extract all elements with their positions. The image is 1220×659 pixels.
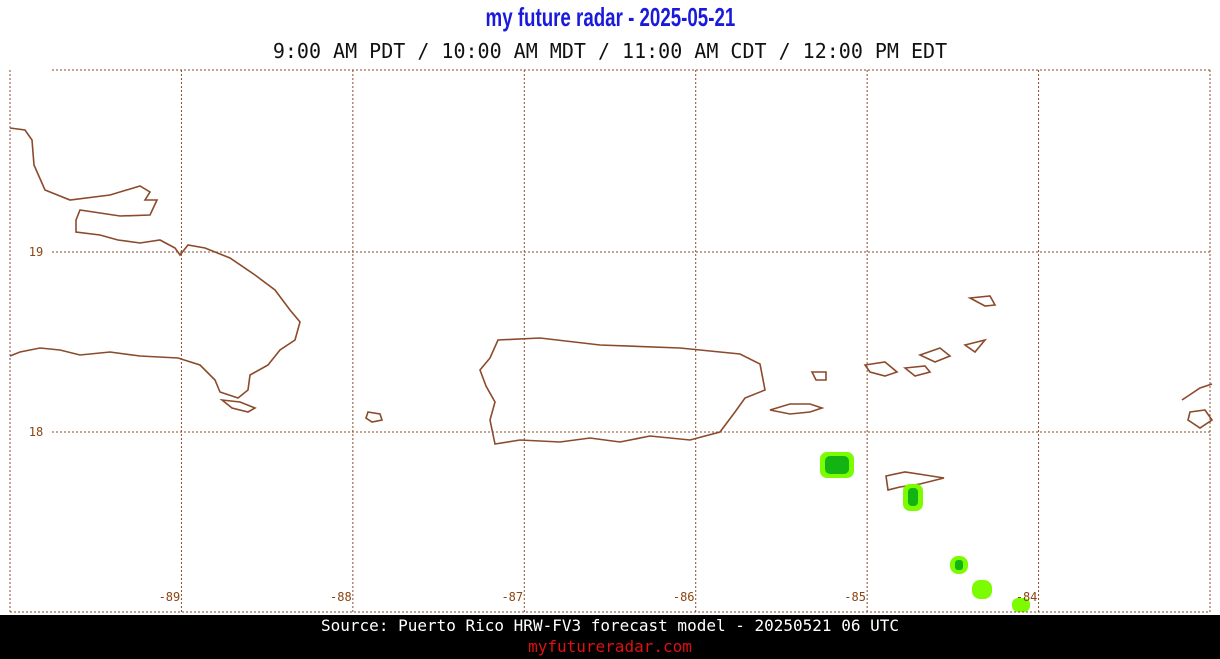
radar-echo bbox=[1012, 598, 1030, 612]
radar-echo bbox=[908, 488, 918, 506]
title-text: my future radar - 2025-05-21 bbox=[485, 2, 735, 32]
virgin-islands bbox=[863, 295, 997, 377]
saona bbox=[219, 398, 257, 413]
site-link[interactable]: myfutureradar.com bbox=[528, 637, 692, 656]
radar-echoes bbox=[820, 452, 1030, 612]
lon-label: -85 bbox=[844, 590, 866, 604]
culebra-vieques bbox=[769, 371, 827, 415]
lon-label: -89 bbox=[159, 590, 181, 604]
lon-label: -87 bbox=[501, 590, 523, 604]
lon-label: -84 bbox=[1016, 590, 1038, 604]
anguilla-area bbox=[1181, 383, 1214, 429]
map-frame bbox=[9, 69, 1211, 613]
title: my future radar - 2025-05-21 bbox=[0, 2, 1220, 33]
footer: Source: Puerto Rico HRW-FV3 forecast mod… bbox=[0, 615, 1220, 659]
radar-echo bbox=[825, 456, 849, 474]
lon-label: -86 bbox=[673, 590, 695, 604]
puerto-rico bbox=[479, 337, 766, 445]
st-croix bbox=[885, 471, 945, 491]
lat-label: 19 bbox=[29, 245, 43, 259]
lon-label: -88 bbox=[330, 590, 352, 604]
mona bbox=[365, 411, 384, 423]
subtitle: 9:00 AM PDT / 10:00 AM MDT / 11:00 AM CD… bbox=[272, 39, 948, 63]
lat-label: 18 bbox=[29, 425, 43, 439]
radar-echo bbox=[955, 560, 963, 570]
coastlines bbox=[9, 127, 1214, 491]
map: -89 -88 -87 -86 -85 -84 19 18 bbox=[9, 69, 1214, 613]
hispaniola bbox=[9, 127, 301, 399]
source: Source: Puerto Rico HRW-FV3 forecast mod… bbox=[321, 616, 899, 635]
radar-echo bbox=[972, 580, 992, 599]
